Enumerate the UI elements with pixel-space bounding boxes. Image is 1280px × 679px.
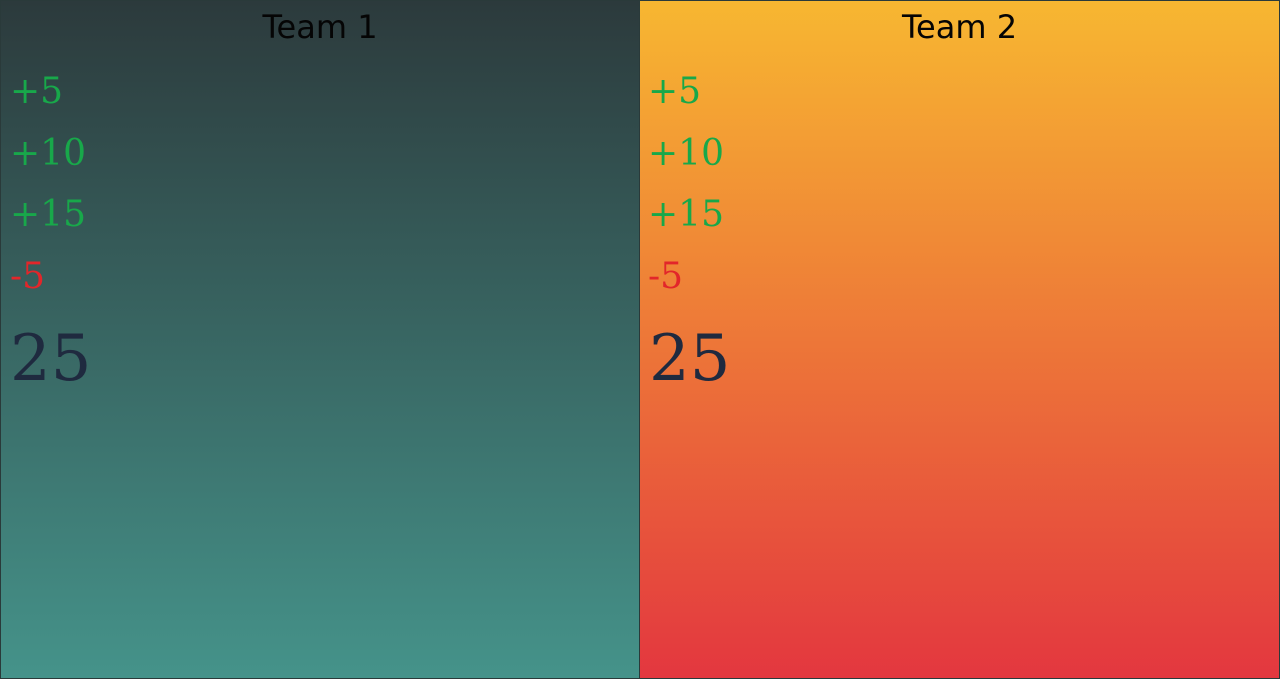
team-2-add-10-button[interactable]: +10 — [648, 133, 724, 174]
team-1-panel: Team 1 +5 +10 +15 -5 25 — [0, 0, 640, 679]
team-2-title: Team 2 — [901, 8, 1018, 46]
team-1-score: 25 — [10, 322, 92, 396]
team-2-subtract-5-button[interactable]: -5 — [648, 256, 684, 297]
team-2-add-15-button[interactable]: +15 — [648, 194, 724, 235]
team-1-add-15-button[interactable]: +15 — [10, 194, 86, 235]
team-2-panel: Team 2 +5 +10 +15 -5 25 — [640, 0, 1280, 679]
team-1-subtract-5-button[interactable]: -5 — [10, 256, 46, 297]
team-2-score: 25 — [649, 322, 731, 396]
team-1-title: Team 1 — [262, 8, 378, 46]
team-1-add-5-button[interactable]: +5 — [10, 71, 64, 112]
team-2-add-5-button[interactable]: +5 — [648, 71, 702, 112]
team-1-add-10-button[interactable]: +10 — [10, 133, 86, 174]
